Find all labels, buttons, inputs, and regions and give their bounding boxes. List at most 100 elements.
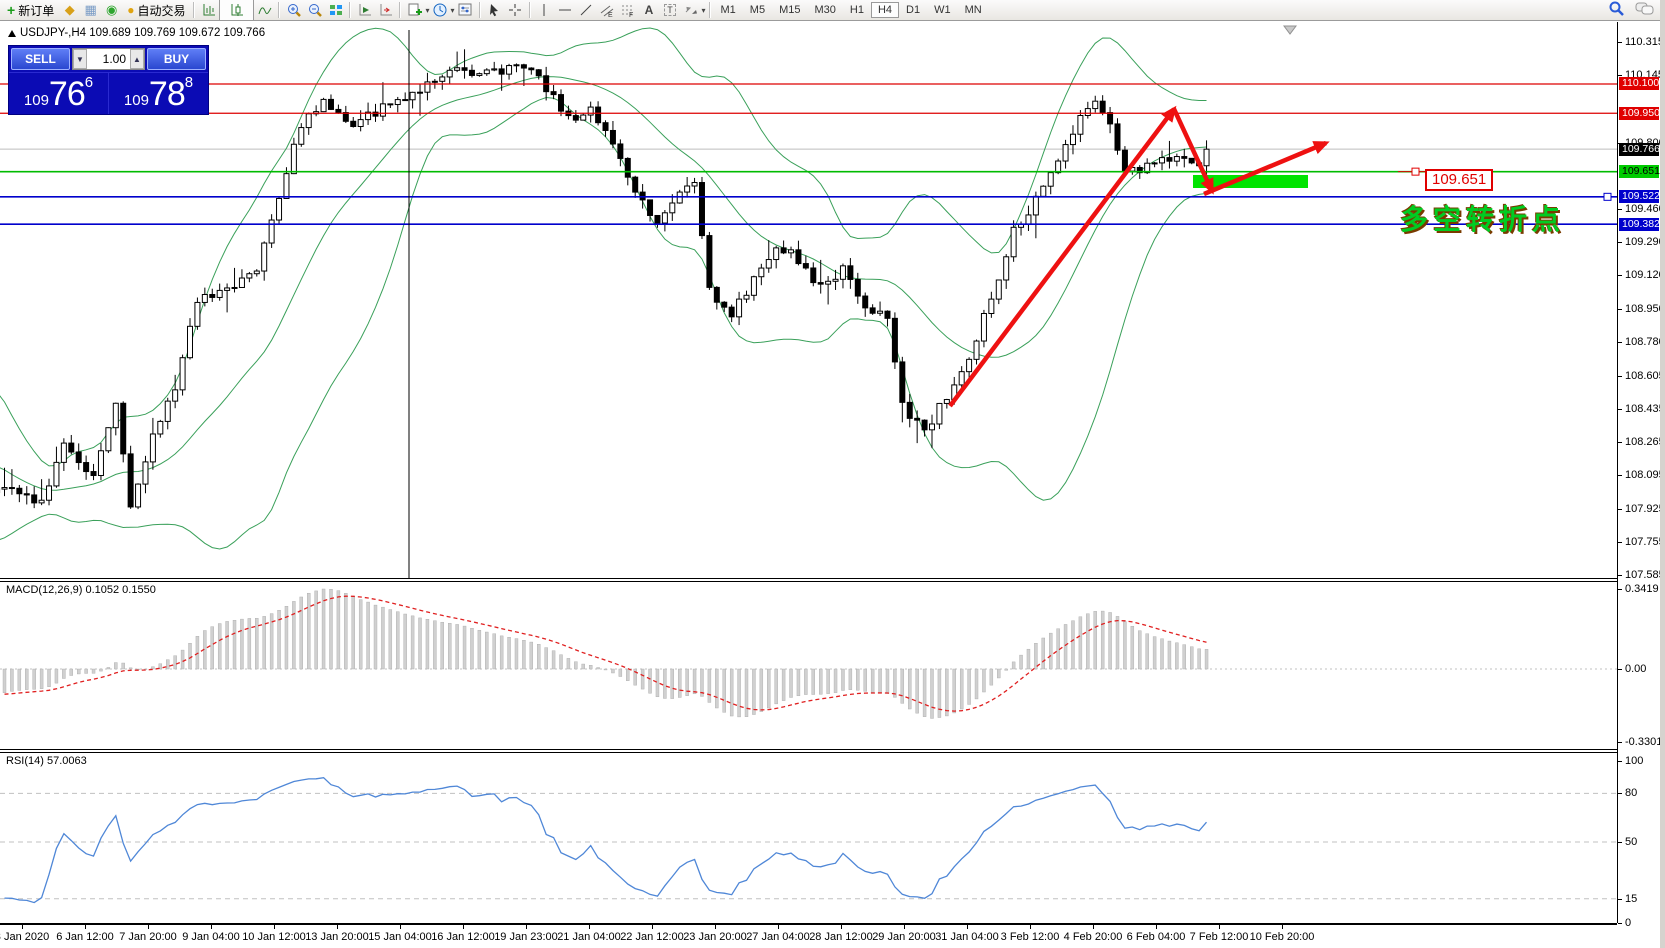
line-chart-icon[interactable] — [254, 1, 275, 19]
label-tool-icon[interactable]: T — [660, 1, 681, 19]
hline-selection-handle — [1603, 192, 1612, 201]
text-tool-icon[interactable]: A — [644, 3, 654, 17]
period-dropdown-icon[interactable]: ▾ — [450, 5, 455, 15]
shapes-tool-icon[interactable] — [681, 1, 702, 19]
fibonacci-tool-icon[interactable]: F — [618, 1, 639, 19]
time-label: 7 Feb 12:00 — [1189, 931, 1249, 943]
timeframe-button-h4[interactable]: H4 — [870, 2, 900, 18]
zoom-in-icon[interactable] — [283, 1, 304, 19]
search-icon[interactable] — [1608, 0, 1625, 20]
auto-trading-label: 自动交易 — [137, 3, 186, 18]
price-tickmark — [1618, 275, 1622, 277]
timeframe-button-m1[interactable]: M1 — [720, 4, 736, 16]
svg-text:E: E — [608, 12, 613, 18]
time-tickmark — [652, 925, 653, 929]
auto-trading-icon: ● — [127, 3, 135, 17]
time-tickmark — [1030, 925, 1031, 929]
volume-down-button[interactable]: ▼ — [73, 49, 87, 69]
price-tick: 108.605 — [1625, 369, 1665, 382]
price-callout-label[interactable]: 109.651 — [1425, 169, 1494, 191]
rsi-label: RSI(14) 57.0063 — [6, 755, 87, 767]
new-order-button[interactable]: + 新订单 — [2, 0, 59, 21]
vertical-line-tool-icon[interactable] — [534, 1, 555, 19]
candlestick-chart-icon[interactable] — [219, 0, 255, 21]
trend-arrow — [1203, 140, 1330, 197]
rsi-tick: 15 — [1625, 892, 1638, 905]
horizontal-line-tool-icon[interactable] — [555, 1, 576, 19]
timeframe-button-w1[interactable]: W1 — [934, 4, 951, 16]
timeframe-button-m15[interactable]: M15 — [779, 4, 801, 16]
toolbar-separator — [478, 2, 481, 18]
auto-scroll-icon[interactable] — [354, 1, 375, 19]
shapes-dropdown-icon[interactable]: ▾ — [701, 5, 706, 15]
sell-price[interactable]: 109766 — [9, 73, 109, 114]
macd-canvas[interactable] — [0, 582, 1617, 749]
period-clock-icon[interactable] — [429, 1, 450, 19]
time-axis[interactable]: 3 Jan 2020 6 Jan 12:00 7 Jan 20:00 9 Jan 04… — [0, 925, 1617, 948]
timeframe-button-m30[interactable]: M30 — [814, 4, 836, 16]
price-tickmark — [1618, 475, 1622, 477]
timeframe-button-h1[interactable]: H1 — [849, 4, 864, 16]
time-tickmark — [1282, 925, 1283, 929]
new-order-icon: + — [7, 2, 16, 18]
time-tickmark — [1219, 925, 1220, 929]
price-tickmark — [1618, 575, 1622, 576]
gold-icon[interactable]: ◆ — [64, 2, 75, 17]
price-tick: 108.095 — [1625, 469, 1665, 482]
price-tickmark — [1618, 42, 1622, 43]
price-tickmark — [1618, 409, 1622, 411]
crosshair-icon[interactable] — [505, 1, 526, 19]
time-label: 21 Jan 04:00 — [557, 931, 621, 943]
signal-icon[interactable]: ◉ — [106, 2, 118, 17]
volume-value[interactable]: 1.00 — [102, 52, 126, 66]
cursor-icon[interactable] — [484, 1, 505, 19]
price-tickmark — [1618, 308, 1622, 310]
price-tickmark — [1618, 508, 1622, 510]
timeframe-button-m5[interactable]: M5 — [749, 4, 766, 16]
sell-price-big: 76 — [48, 75, 86, 113]
price-badge: 110.100 — [1619, 77, 1659, 91]
time-label: 7 Jan 20:00 — [119, 931, 177, 943]
channel-tool-icon[interactable]: E — [597, 1, 618, 19]
one-click-trading-panel: SELL ▼ 1.00 ▲ BUY 109766 109788 — [8, 45, 209, 115]
timeframe-button-d1[interactable]: D1 — [906, 4, 921, 16]
auto-trading-button[interactable]: ● 自动交易 — [122, 0, 190, 21]
time-tickmark — [1156, 925, 1157, 929]
macd-tick: 0.3419 — [1625, 583, 1659, 595]
trendline-tool-icon[interactable] — [576, 1, 597, 19]
time-tickmark — [274, 925, 275, 929]
toolbar-separator — [193, 2, 196, 18]
timeframe-group: M1 M5 M15 M30 H1 H4 D1 W1 MN — [714, 2, 989, 18]
buy-price[interactable]: 109788 — [109, 73, 208, 114]
indicators-dropdown-icon[interactable]: ▾ — [425, 5, 430, 15]
pane-divider[interactable] — [0, 749, 1617, 753]
indicators-icon[interactable] — [404, 1, 425, 19]
sell-price-prefix: 109 — [23, 92, 49, 109]
sell-button[interactable]: SELL — [11, 48, 70, 70]
price-tick: 108.435 — [1625, 403, 1665, 416]
macd-label: MACD(12,26,9) 0.1052 0.1550 — [6, 584, 156, 596]
turning-point-annotation[interactable]: 多空转折点 — [1400, 204, 1566, 235]
volume-up-button[interactable]: ▲ — [130, 49, 144, 69]
price-badge: 109.651 — [1619, 165, 1660, 179]
price-tick: 109.290 — [1625, 236, 1665, 249]
tile-windows-icon[interactable] — [325, 1, 346, 19]
chart-shift-icon[interactable] — [375, 1, 396, 19]
chat-icon[interactable] — [1635, 1, 1655, 20]
macd-tick: 0.00 — [1625, 663, 1647, 675]
time-tickmark — [589, 925, 590, 929]
zoom-out-icon[interactable] — [304, 1, 325, 19]
bar-chart-icon[interactable] — [198, 1, 219, 19]
main-chart-canvas[interactable] — [0, 22, 1617, 578]
volume-spinner: ▼ 1.00 ▲ — [72, 48, 145, 70]
time-label: 3 Jan 2020 — [0, 931, 50, 943]
buy-button[interactable]: BUY — [147, 48, 206, 70]
price-axis[interactable]: 110.315110.145109.800109.460109.290109.1… — [1617, 22, 1665, 929]
chart-properties-icon[interactable] — [455, 1, 476, 19]
price-tickmark — [1618, 208, 1622, 210]
publish-chart-icon[interactable]: ▦ — [84, 2, 97, 17]
timeframe-button-mn[interactable]: MN — [964, 4, 982, 16]
rsi-canvas[interactable] — [0, 753, 1617, 923]
pane-divider[interactable] — [0, 578, 1617, 582]
price-tickmark — [1618, 75, 1622, 77]
